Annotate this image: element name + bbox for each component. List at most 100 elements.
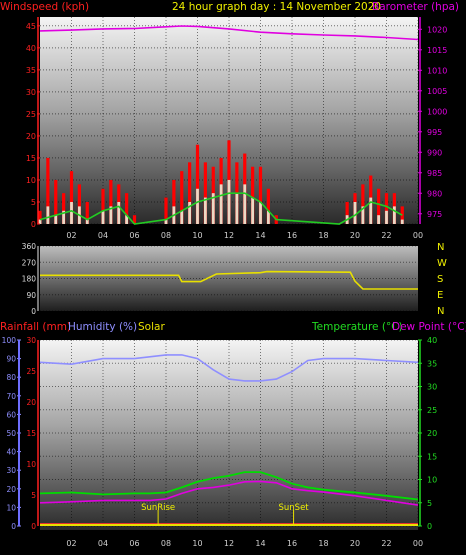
direction-tick-label: 90 — [26, 291, 36, 300]
wind-bar — [54, 215, 58, 224]
gust-bar — [384, 193, 389, 224]
gust-bar — [164, 197, 168, 224]
barometer-tick-label: 1005 — [427, 87, 447, 96]
temp-x-tick-label: 22 — [381, 539, 391, 548]
temperature-tick-label: 0 — [427, 522, 432, 531]
temperature-line — [39, 471, 419, 501]
temperature-tick-label: 10 — [427, 476, 437, 485]
compass-label: W — [437, 258, 447, 269]
wind-x-tick-label: 00 — [413, 231, 423, 240]
gust-bar — [101, 188, 105, 224]
wind-bar — [259, 201, 262, 224]
wind-tick-label: 15 — [26, 154, 36, 163]
gust-bar — [251, 166, 255, 224]
wind-bar — [38, 219, 42, 224]
temp-x-tick-label: 16 — [287, 539, 297, 548]
humidity-tick-label: 10 — [6, 503, 16, 512]
wind-bar — [164, 219, 168, 224]
barometer-axis-title: Barometer (hpa) — [372, 1, 459, 13]
direction-tick-label: 0 — [31, 307, 36, 316]
wind-x-tick-label: 10 — [192, 231, 202, 240]
barometer-tick-label: 1020 — [427, 25, 447, 34]
temp-x-tick-label: 04 — [98, 539, 108, 548]
rain-tick-label: 15 — [26, 429, 36, 438]
wind-bar — [196, 188, 199, 224]
wind-bar — [400, 219, 404, 224]
temp-x-tick-label: 08 — [161, 539, 171, 548]
rain-tick-label: 20 — [26, 398, 36, 407]
wind-x-tick-label: 08 — [161, 231, 171, 240]
humidity-line — [39, 354, 419, 382]
gust-bar — [54, 179, 58, 224]
wind-bar — [101, 210, 105, 224]
wind-bar — [266, 210, 270, 224]
direction-tick-label: 360 — [22, 242, 37, 251]
wind-tick-label: 30 — [26, 88, 36, 97]
gust-bar — [195, 144, 200, 224]
sun-annotation: SunRise — [141, 503, 175, 513]
wind-bar — [369, 197, 373, 224]
temp-x-tick-label: 00 — [413, 539, 423, 548]
humidity-tick-label: 30 — [6, 466, 16, 475]
wind-x-tick-label: 16 — [287, 231, 297, 240]
gust-bar — [258, 166, 263, 224]
temperature-tick-label: 20 — [427, 429, 437, 438]
wind-bar — [251, 197, 255, 224]
wind-bar — [62, 210, 66, 224]
wind-tick-label: 40 — [26, 44, 36, 53]
wind-axis-title: Windspeed (kph) — [0, 1, 89, 13]
temp-x-tick-label: 18 — [318, 539, 328, 548]
wind-bar — [392, 206, 396, 224]
chart-marks — [38, 25, 419, 526]
temperature-tick-label: 40 — [427, 336, 437, 345]
wind-tick-label: 25 — [26, 110, 36, 119]
barometer-tick-label: 1000 — [427, 107, 447, 116]
humidity-tick-label: 20 — [6, 485, 16, 494]
gust-bar — [109, 179, 113, 224]
wind-tick-label: 45 — [26, 22, 36, 31]
temp-x-tick-label: 20 — [350, 539, 360, 548]
temperature-tick-label: 15 — [427, 452, 437, 461]
rain-tick-label: 30 — [26, 336, 36, 345]
gust-bar — [125, 193, 129, 224]
gust-bar — [266, 188, 270, 224]
wind-bar — [109, 206, 113, 224]
gust-bar — [203, 162, 207, 224]
wind-bar — [353, 201, 357, 224]
wind-x-tick-label: 02 — [66, 231, 76, 240]
humidity-tick-label: 90 — [6, 355, 16, 364]
wind-tick-label: 20 — [26, 132, 36, 141]
wind-x-tick-label: 12 — [224, 231, 234, 240]
temp-x-tick-label: 14 — [255, 539, 265, 548]
barometer-tick-label: 990 — [427, 148, 442, 157]
barometer-tick-label: 985 — [427, 169, 442, 178]
gust-bar — [361, 184, 365, 224]
direction-tick-label: 180 — [22, 275, 37, 284]
wind-tick-label: 35 — [26, 66, 36, 75]
wind-x-tick-label: 18 — [318, 231, 328, 240]
humidity-axis-title: Humidity (%) — [68, 321, 137, 333]
wind-bar — [385, 210, 388, 224]
compass-label: N — [437, 306, 444, 317]
chart-title: 24 hour graph day : 14 November 2020 — [172, 1, 381, 13]
gust-bar — [188, 162, 192, 224]
wind-bar — [180, 210, 184, 224]
humidity-tick-label: 40 — [6, 448, 16, 457]
gust-bar — [85, 201, 89, 224]
wind-tick-label: 0 — [31, 220, 36, 229]
wind-x-tick-label: 04 — [98, 231, 108, 240]
gust-bar — [377, 188, 381, 224]
wind-bar — [70, 201, 73, 224]
wind-bar — [219, 184, 223, 224]
wind-bar — [117, 201, 121, 224]
temp-panel-bg — [40, 340, 418, 530]
temp-x-tick-label: 02 — [66, 539, 76, 548]
gust-bar — [180, 171, 184, 224]
dewpoint-line — [39, 480, 419, 506]
temperature-tick-label: 25 — [427, 406, 437, 415]
barometer-tick-label: 1015 — [427, 46, 447, 55]
gust-bar — [38, 210, 42, 224]
wind-x-tick-label: 06 — [129, 231, 139, 240]
compass-label: S — [437, 274, 443, 285]
humidity-tick-label: 70 — [6, 392, 16, 401]
